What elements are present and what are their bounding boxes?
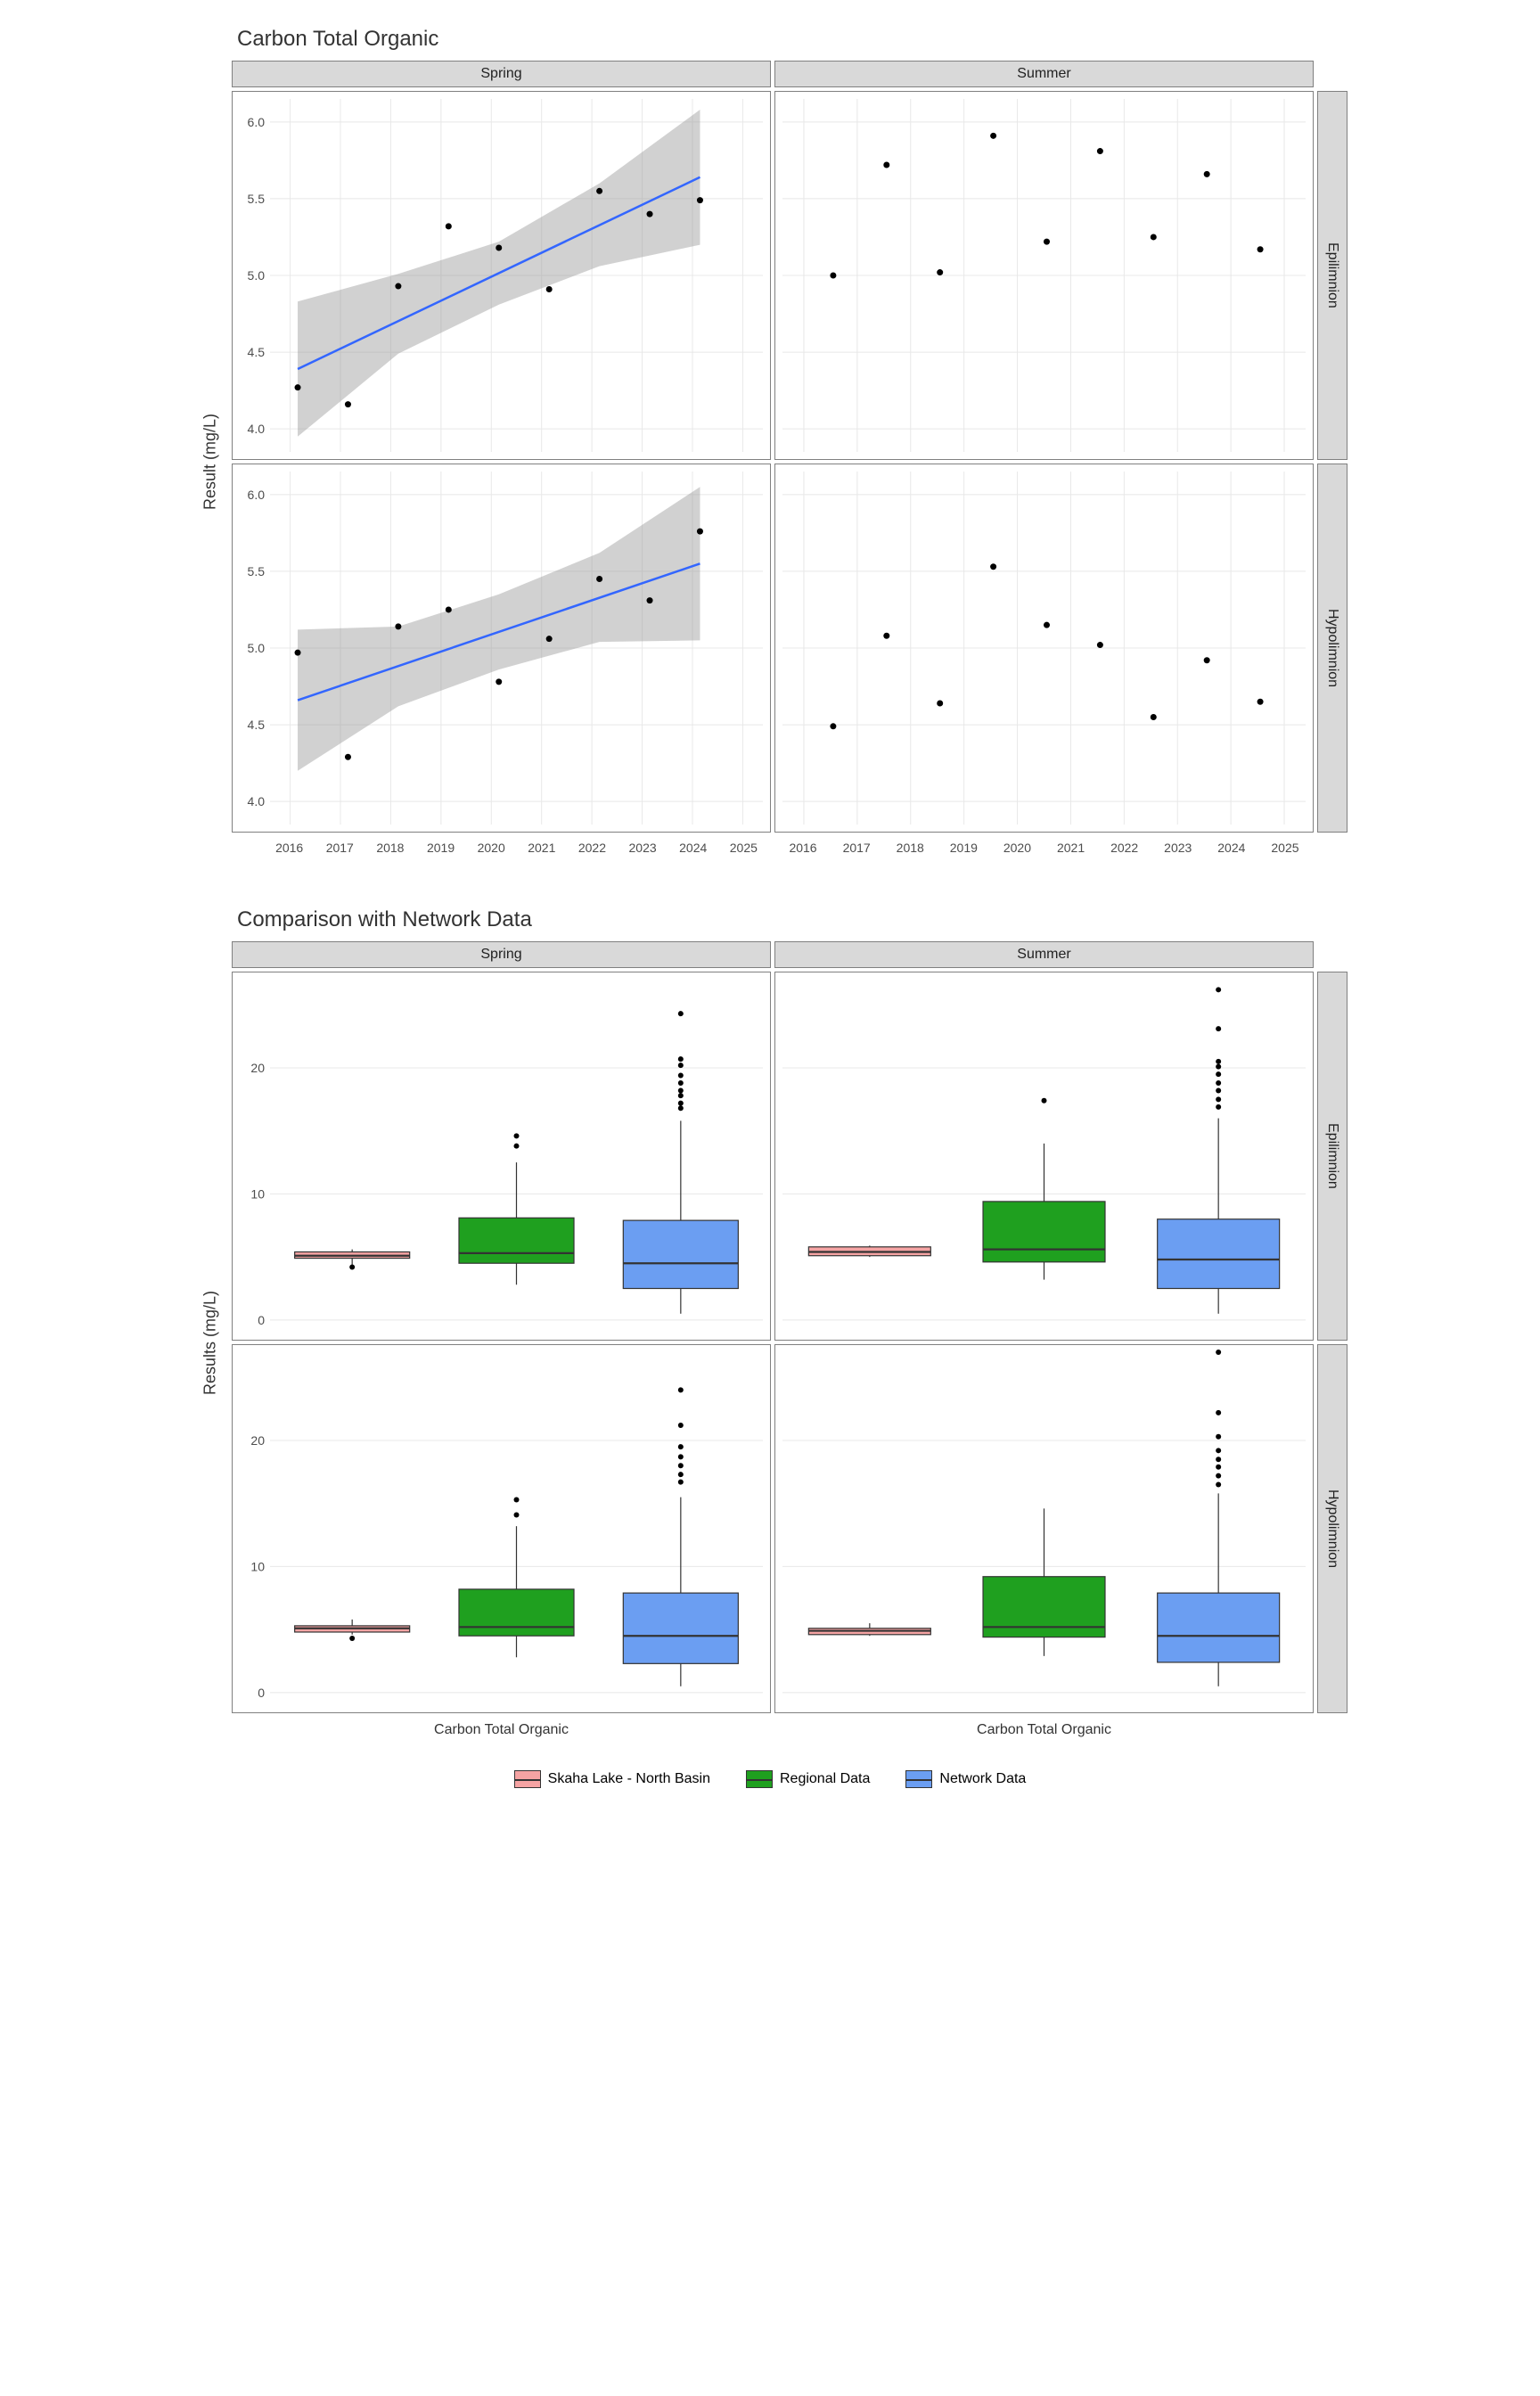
bot-facet-col-summer: Summer [774,941,1314,968]
svg-text:0: 0 [258,1686,265,1700]
svg-text:5.0: 5.0 [248,268,266,283]
svg-text:6.0: 6.0 [248,115,266,129]
bot-facet-grid: Results (mg/L) Spring Summer Epilimnion … [192,941,1348,1744]
svg-text:10: 10 [250,1186,265,1201]
panel-spring-epi: 4.0 4.5 5.0 5.5 6.0 [232,91,771,460]
legend-label: Skaha Lake - North Basin [548,1771,710,1787]
svg-text:2021: 2021 [1057,841,1085,855]
top-y-axis-label: Result (mg/L) [192,91,228,833]
legend-key-icon [905,1770,932,1788]
svg-text:2018: 2018 [376,841,404,855]
bpanel-spring-epi: 0 10 20 [232,972,771,1341]
bot-y-axis-label: Results (mg/L) [192,972,228,1713]
svg-text:4.0: 4.0 [248,794,266,808]
panel-summer-epi [774,91,1314,460]
top-x-axis-right: 2016 2017 2018 2019 2020 2021 2022 2023 2024 2025 [774,836,1314,863]
svg-text:4.5: 4.5 [248,345,266,359]
svg-text:2023: 2023 [1164,841,1192,855]
svg-text:4.0: 4.0 [248,422,266,436]
top-x-axis-left: 2016 2017 2018 2019 2020 2021 2022 2023 2024 2025 [232,836,771,863]
svg-text:2025: 2025 [1271,841,1298,855]
svg-text:2019: 2019 [950,841,978,855]
panel-summer-hypo [774,464,1314,833]
bpanel-spring-hypo: 0 10 20 [232,1344,771,1713]
svg-text:2025: 2025 [730,841,758,855]
svg-text:10: 10 [250,1559,265,1573]
svg-text:2020: 2020 [478,841,505,855]
bot-x-label-r: Carbon Total Organic [774,1717,1314,1744]
svg-text:2022: 2022 [578,841,606,855]
svg-text:5.5: 5.5 [248,192,266,206]
svg-text:20: 20 [250,1061,265,1075]
panel-spring-hypo: 4.0 4.5 5.0 5.5 6.0 [232,464,771,833]
svg-text:0: 0 [258,1313,265,1327]
svg-text:2017: 2017 [326,841,354,855]
top-facet-grid: Result (mg/L) Spring Summer Epilimnion H… [192,61,1348,863]
svg-text:2016: 2016 [789,841,816,855]
bot-facet-row-hypo: Hypolimnion [1317,1344,1348,1713]
svg-text:2017: 2017 [843,841,871,855]
svg-text:2019: 2019 [427,841,455,855]
svg-text:2018: 2018 [897,841,924,855]
svg-text:2016: 2016 [275,841,303,855]
facet-col-spring: Spring [232,61,771,87]
facet-col-summer: Summer [774,61,1314,87]
svg-text:20: 20 [250,1433,265,1448]
legend-key-icon [746,1770,773,1788]
top-chart-title: Carbon Total Organic [237,27,1348,52]
legend-item-network: Network Data [905,1770,1026,1788]
svg-text:2021: 2021 [528,841,555,855]
svg-text:2023: 2023 [629,841,657,855]
legend-label: Regional Data [780,1771,870,1787]
legend-key-icon [514,1770,541,1788]
legend-item-skaha: Skaha Lake - North Basin [514,1770,710,1788]
legend-item-regional: Regional Data [746,1770,870,1788]
svg-text:2022: 2022 [1110,841,1138,855]
svg-text:4.5: 4.5 [248,718,266,732]
svg-text:2020: 2020 [1003,841,1031,855]
facet-row-epi: Epilimnion [1317,91,1348,460]
bpanel-summer-epi [774,972,1314,1341]
svg-text:5.5: 5.5 [248,564,266,578]
legend: Skaha Lake - North Basin Regional Data N… [192,1770,1348,1788]
bpanel-summer-hypo [774,1344,1314,1713]
facet-row-hypo: Hypolimnion [1317,464,1348,833]
svg-text:2024: 2024 [1217,841,1245,855]
svg-text:6.0: 6.0 [248,488,266,502]
bot-chart-title: Comparison with Network Data [237,907,1348,932]
legend-label: Network Data [939,1771,1026,1787]
svg-text:5.0: 5.0 [248,641,266,655]
svg-text:2024: 2024 [679,841,707,855]
bot-facet-col-spring: Spring [232,941,771,968]
bot-x-label-l: Carbon Total Organic [232,1717,771,1744]
bot-facet-row-epi: Epilimnion [1317,972,1348,1341]
